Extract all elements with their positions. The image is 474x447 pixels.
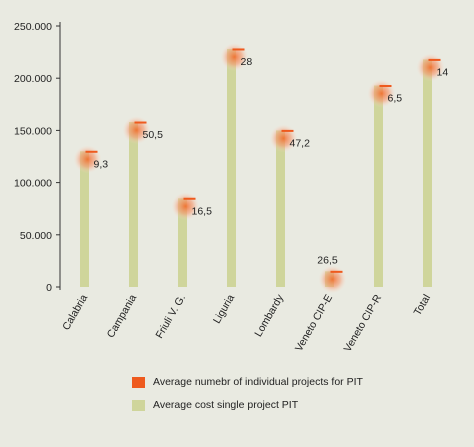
y-tick-label: 150.000 (14, 125, 52, 137)
category-label: Lombardy (252, 292, 286, 339)
marker-dash (281, 129, 294, 132)
y-tick-label: 250.000 (14, 21, 52, 33)
marker-dash (183, 197, 196, 200)
data-label: 6,5 (388, 93, 403, 105)
category-label: Friuli V. G. (153, 293, 188, 341)
marker-dash (428, 58, 441, 61)
data-label: 26,5 (317, 254, 338, 266)
category-label: Calabria (60, 292, 90, 332)
y-tick-label: 200.000 (14, 73, 52, 85)
marker-dash (330, 270, 343, 273)
data-label: 14 (437, 66, 449, 78)
bar (374, 85, 383, 288)
data-label: 50,5 (143, 129, 164, 141)
category-label: Veneto CIP-E (293, 293, 335, 354)
marker-dash (134, 121, 147, 124)
bar (129, 122, 138, 287)
bar (178, 198, 187, 287)
legend-item-bar: Average cost single project PIT (132, 397, 452, 413)
bar (227, 48, 236, 287)
legend-swatch-marker (132, 376, 145, 388)
bar (423, 59, 432, 287)
marker-dash (379, 85, 392, 88)
marker-dash (232, 48, 245, 51)
marker-dash (85, 150, 98, 153)
data-label: 47,2 (290, 137, 311, 149)
bar (80, 151, 89, 287)
category-label: Liguria (211, 292, 237, 325)
legend-label-marker: Average numebr of individual projects fo… (153, 376, 363, 388)
data-label: 16,5 (192, 205, 213, 217)
category-label: Veneto CIP-R (342, 292, 385, 354)
category-label: Total (412, 293, 433, 318)
y-tick-label: 0 (46, 282, 52, 294)
data-label: 9,3 (94, 158, 109, 170)
y-tick-label: 50.000 (20, 230, 52, 242)
legend-swatch-bar (132, 399, 145, 411)
y-tick-label: 100.000 (14, 178, 52, 190)
marker-glow (318, 265, 347, 294)
legend-item-marker: Average numebr of individual projects fo… (132, 374, 452, 390)
data-label: 28 (241, 56, 253, 68)
category-label: Campania (105, 292, 139, 340)
bar (276, 130, 285, 287)
legend-label-bar: Average cost single project PIT (153, 399, 299, 411)
